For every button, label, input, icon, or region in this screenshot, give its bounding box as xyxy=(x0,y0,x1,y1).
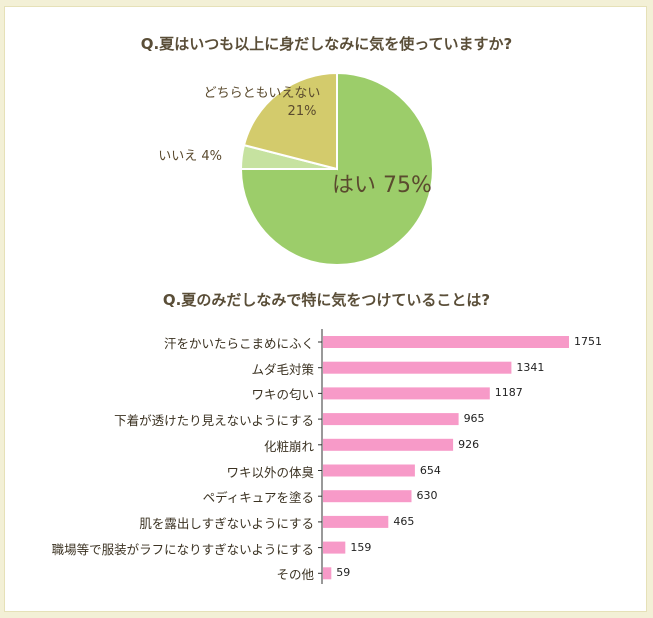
bar-category-label: ワキの匂い xyxy=(251,387,314,403)
pie-slice-label: はい 75% xyxy=(332,173,432,198)
bar xyxy=(323,361,512,374)
bar-category-label: ワキ以外の体臭 xyxy=(226,464,314,480)
bar xyxy=(323,413,459,426)
bar-value-label: 654 xyxy=(419,463,441,477)
bar-value-label: 926 xyxy=(458,437,480,451)
pie-slice-label: いいえ 4% xyxy=(158,149,222,164)
bar-category-label: ペディキュアを塗る xyxy=(202,490,314,506)
bar xyxy=(323,490,412,503)
bar-value-label: 1751 xyxy=(574,335,602,348)
pie-slice xyxy=(239,71,434,266)
bar-category-label: 肌を露出しすぎないようにする xyxy=(139,515,314,531)
bar-chart-title: Q.夏のみだしなみで特に気をつけていることは? xyxy=(162,291,491,309)
bar-value-label: 59 xyxy=(336,566,351,580)
bar xyxy=(323,515,389,528)
pie-slice-percent: 21% xyxy=(288,104,317,119)
bar-value-label: 1187 xyxy=(494,386,523,400)
bar-value-label: 159 xyxy=(350,540,372,554)
pie-slice-label: どちらともいえない xyxy=(204,86,321,101)
bar-value-label: 630 xyxy=(416,489,438,503)
bar-category-label: ムダ毛対策 xyxy=(251,361,314,377)
bar xyxy=(323,567,332,580)
bar-value-label: 465 xyxy=(393,514,415,528)
bar-category-label: 職場等で服装がラフになりすぎないようにする xyxy=(51,541,314,557)
bar-category-label: 汗をかいたらこまめにふく xyxy=(163,336,314,351)
bar-value-label: 965 xyxy=(463,412,485,426)
pie-chart-title: Q.夏はいつも以上に身だしなみに気を使っていますか? xyxy=(140,35,513,53)
bar-category-label: その他 xyxy=(276,567,314,583)
bar xyxy=(323,387,490,400)
bar xyxy=(323,336,569,348)
bar-category-label: 化粧崩れ xyxy=(263,438,314,454)
bar-value-label: 1341 xyxy=(516,360,545,374)
bar xyxy=(323,438,454,451)
bar xyxy=(323,541,346,554)
bar-category-label: 下着が透けたり見えないようにする xyxy=(114,413,314,429)
bar xyxy=(323,464,415,477)
pie-slice xyxy=(242,71,338,171)
